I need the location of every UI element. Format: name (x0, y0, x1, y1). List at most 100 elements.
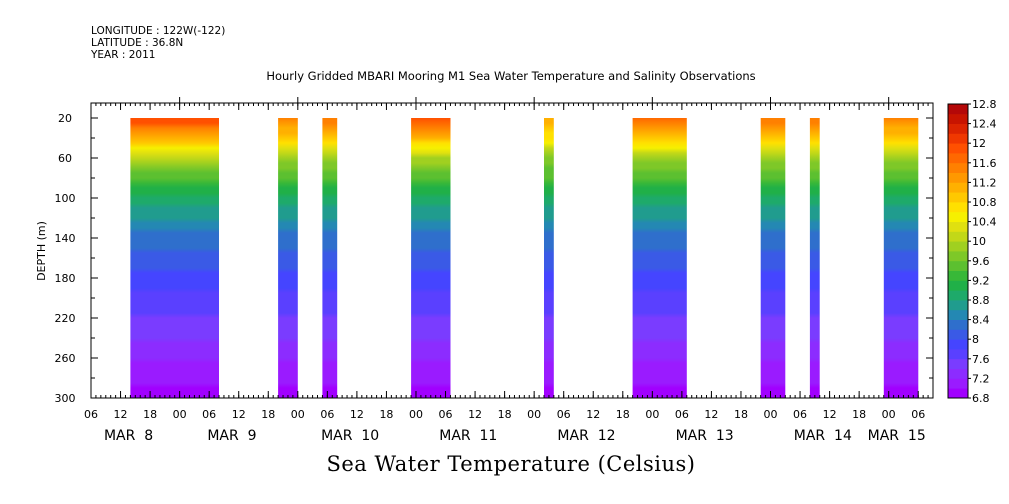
x-hour-tick-label: 00 (173, 408, 187, 421)
x-hour-tick-label: 18 (143, 408, 157, 421)
colorbar-swatch (948, 192, 968, 203)
data-segment-3 (322, 118, 338, 398)
variable-label: Sea Water Temperature (Celsius) (326, 452, 696, 476)
x-hour-tick-label: 06 (84, 408, 98, 421)
colorbar-swatch (948, 368, 968, 379)
colorbar-swatch (948, 329, 968, 340)
x-hour-tick-label: 12 (232, 408, 246, 421)
x-hour-tick-label: 12 (114, 408, 128, 421)
x-hour-tick-label: 00 (527, 408, 541, 421)
colorbar-swatch (948, 300, 968, 311)
colorbar-swatch (948, 123, 968, 134)
x-day-label: MAR 9 (207, 428, 256, 444)
colorbar-label: 9.6 (972, 255, 990, 268)
x-axis: 06 12 18 00 06 12 18 00 06 12 18 00 06 12 18 00 06 12 18 00… (84, 103, 926, 444)
x-hour-tick-label: 18 (734, 408, 748, 421)
x-hour-tick-label: 00 (764, 408, 778, 421)
x-hour-tick-label: 00 (409, 408, 423, 421)
colorbar-label: 12.8 (972, 98, 997, 111)
x-day-label: MAR 11 (439, 428, 497, 444)
colorbar-swatch (948, 221, 968, 232)
x-hour-tick-label: 12 (823, 408, 837, 421)
y-axis-label: DEPTH (m) (35, 221, 48, 281)
colorbar-label: 10 (972, 235, 986, 248)
colorbar-swatch (948, 104, 968, 115)
colorbar-label: 9.2 (972, 274, 990, 287)
colorbar-swatch (948, 349, 968, 360)
x-hour-tick-label: 06 (793, 408, 807, 421)
x-hour-tick-label: 06 (320, 408, 334, 421)
colorbar-swatch (948, 339, 968, 350)
x-hour-tick-label: 00 (291, 408, 305, 421)
colorbar-swatch (948, 270, 968, 281)
colorbar-swatch (948, 133, 968, 144)
colorbar-label: 7.6 (972, 353, 990, 366)
colorbar-swatch (948, 388, 968, 399)
x-hour-tick-label: 12 (468, 408, 482, 421)
data-segment-9 (883, 118, 919, 398)
colorbar-swatch (948, 211, 968, 222)
y-axis: 20 60 100 140 180 220 260 300 (55, 112, 933, 405)
colorbar-swatch (948, 162, 968, 173)
x-day-label: MAR 15 (868, 428, 926, 444)
colorbar-label: 12 (972, 137, 986, 150)
colorbar-label: 8 (972, 333, 979, 346)
data-segment-8 (809, 118, 820, 398)
colorbar-swatch (948, 172, 968, 183)
colorbar-label: 7.2 (972, 372, 990, 385)
x-day-label: MAR 10 (321, 428, 379, 444)
colorbar-swatch (948, 202, 968, 213)
colorbar-swatch (948, 309, 968, 320)
x-day-label: MAR 8 (104, 428, 153, 444)
x-hour-tick-label: 18 (498, 408, 512, 421)
x-hour-tick-label: 12 (350, 408, 364, 421)
y-tick-label: 220 (55, 312, 76, 325)
colorbar-swatch (948, 251, 968, 262)
x-day-label: MAR 13 (676, 428, 734, 444)
x-hour-tick-label: 06 (675, 408, 689, 421)
colorbar-swatch (948, 280, 968, 291)
data-segment-1 (130, 118, 219, 398)
x-hour-tick-label: 12 (704, 408, 718, 421)
plot-border (90, 102, 934, 399)
y-tick-label: 20 (58, 112, 72, 125)
data-segment-2 (278, 118, 298, 398)
data-segment-5 (544, 118, 554, 398)
x-day-label: MAR 12 (557, 428, 615, 444)
x-hour-tick-label: 18 (261, 408, 275, 421)
y-tick-label: 180 (55, 272, 76, 285)
x-hour-tick-label: 06 (439, 408, 453, 421)
y-tick-label: 300 (55, 392, 76, 405)
colorbar-swatch (948, 260, 968, 271)
x-day-label: MAR 14 (794, 428, 852, 444)
colorbar-label: 6.8 (972, 392, 990, 405)
colorbar-swatch (948, 358, 968, 369)
x-hour-tick-label: 06 (557, 408, 571, 421)
data-segment-4 (411, 118, 451, 398)
y-tick-label: 260 (55, 352, 76, 365)
colorbar-label: 8.4 (972, 314, 990, 327)
year-label: YEAR : 2011 (91, 49, 156, 61)
colorbar-label: 12.4 (972, 118, 997, 131)
colorbar-label: 11.6 (972, 157, 997, 170)
x-hour-tick-label: 00 (882, 408, 896, 421)
x-hour-tick-label: 18 (616, 408, 630, 421)
colorbar-swatch (948, 143, 968, 154)
colorbar-swatch (948, 378, 968, 389)
x-hour-tick-label: 18 (379, 408, 393, 421)
colorbar-swatch (948, 113, 968, 124)
colorbar-swatch (948, 241, 968, 252)
colorbar-swatch (948, 153, 968, 164)
x-hour-tick-label: 18 (852, 408, 866, 421)
data-segment-7 (760, 118, 786, 398)
colorbar-label: 10.4 (972, 216, 997, 229)
colorbar-swatch (948, 231, 968, 242)
x-hour-tick-label: 06 (202, 408, 216, 421)
colorbar-label: 8.8 (972, 294, 990, 307)
colorbar-swatch (948, 290, 968, 301)
y-tick-label: 60 (58, 152, 72, 165)
colorbar-swatch (948, 319, 968, 330)
latitude-label: LATITUDE : 36.8N (91, 37, 184, 49)
colorbar: 12.8 12.4 12 11.6 11.2 10.8 10.4 10 9.6 9.2 8.8 8.4… (947, 98, 997, 405)
data-segments (130, 118, 919, 398)
